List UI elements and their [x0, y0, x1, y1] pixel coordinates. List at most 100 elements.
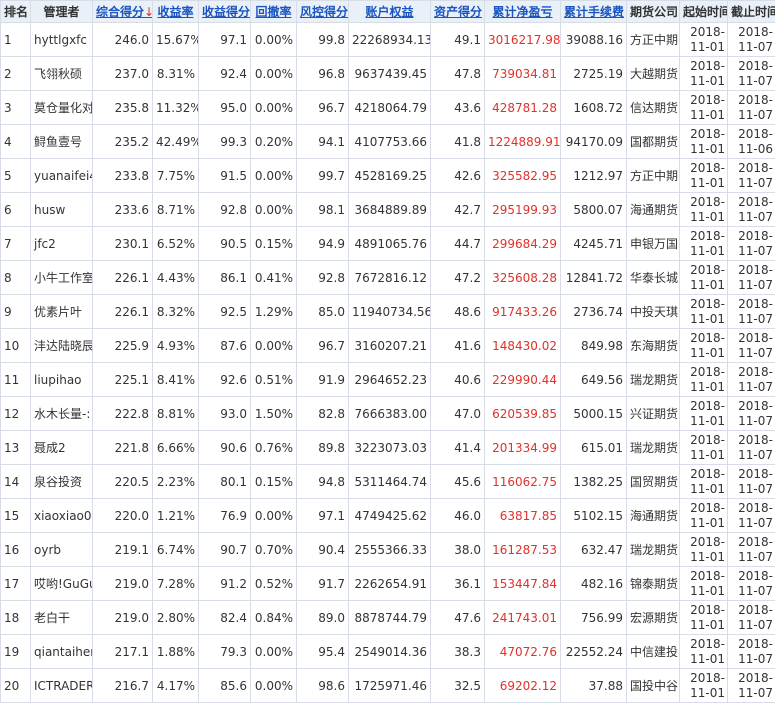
header-total-fees[interactable]: 累计手续费 — [560, 0, 627, 23]
date-part: 2018- — [738, 500, 773, 515]
drawdown-rate-cell: 0.00% — [250, 90, 297, 125]
manager-cell: yuanaifei4 — [30, 158, 93, 193]
end-time-cell: 2018- 11-07 — [727, 226, 775, 261]
date-part: 2018- — [690, 466, 725, 481]
date-part: 11-01 — [690, 447, 725, 462]
header-asset-score[interactable]: 资产得分 — [430, 0, 485, 23]
rank-cell: 15 — [0, 498, 31, 533]
header-return-score[interactable]: 收益得分 — [198, 0, 251, 23]
risk-score-cell: 98.1 — [296, 192, 349, 227]
net-profit-cell: 620539.85 — [484, 396, 561, 431]
composite-score-cell: 219.0 — [92, 566, 153, 601]
return-score-cell: 95.0 — [198, 90, 251, 125]
drawdown-rate-cell: 0.84% — [250, 600, 297, 635]
header-account-equity[interactable]: 账户权益 — [348, 0, 431, 23]
risk-score-cell: 91.9 — [296, 362, 349, 397]
header-return-rate[interactable]: 收益率 — [152, 0, 199, 23]
account-equity-cell: 2549014.36 — [348, 634, 431, 669]
date-part: 11-07 — [738, 515, 773, 530]
table-row: 10 沣达陆晓辰 225.9 4.93% 87.6 0.00% 96.7 3160207.21… — [0, 328, 775, 363]
drawdown-rate-cell: 1.29% — [250, 294, 297, 329]
header-risk-score[interactable]: 风控得分 — [296, 0, 349, 23]
futures-company-cell: 中投天琪 — [626, 294, 680, 329]
start-time-cell: 2018- 11-01 — [679, 192, 728, 227]
return-score-cell: 87.6 — [198, 328, 251, 363]
account-equity-cell: 2262654.91 — [348, 566, 431, 601]
composite-score-cell: 233.6 — [92, 192, 153, 227]
net-profit-cell: 299684.29 — [484, 226, 561, 261]
date-part: 11-01 — [690, 379, 725, 394]
total-fees-cell: 22552.24 — [560, 634, 627, 669]
risk-score-cell: 85.0 — [296, 294, 349, 329]
asset-score-cell: 32.5 — [430, 668, 485, 703]
drawdown-rate-cell: 0.76% — [250, 430, 297, 465]
total-fees-cell: 39088.16 — [560, 22, 627, 57]
table-row: 11 liupihao 225.1 8.41% 92.6 0.51% 91.9 2964652… — [0, 362, 775, 397]
futures-company-cell: 方正中期 — [626, 158, 680, 193]
return-score-cell: 92.4 — [198, 56, 251, 91]
total-fees-cell: 1608.72 — [560, 90, 627, 125]
asset-score-cell: 43.6 — [430, 90, 485, 125]
rank-cell: 1 — [0, 22, 31, 57]
total-fees-cell: 5000.15 — [560, 396, 627, 431]
date-part: 2018- — [690, 330, 725, 345]
end-time-cell: 2018- 11-07 — [727, 90, 775, 125]
return-rate-cell: 11.32% — [152, 90, 199, 125]
net-profit-cell: 153447.84 — [484, 566, 561, 601]
date-part: 2018- — [690, 24, 725, 39]
table-row: 3 莫仓量化对 235.8 11.32% 95.0 0.00% 96.7 4218064.79… — [0, 90, 775, 125]
end-time-cell: 2018- 11-07 — [727, 192, 775, 227]
return-score-cell: 92.6 — [198, 362, 251, 397]
date-part: 2018- — [738, 534, 773, 549]
account-equity-cell: 2964652.23 — [348, 362, 431, 397]
composite-score-cell: 226.1 — [92, 260, 153, 295]
date-part: 11-01 — [690, 685, 725, 700]
composite-score-cell: 220.5 — [92, 464, 153, 499]
risk-score-cell: 82.8 — [296, 396, 349, 431]
start-time-cell: 2018- 11-01 — [679, 464, 728, 499]
header-net-profit[interactable]: 累计净盈亏 — [484, 0, 561, 23]
date-part: 11-07 — [738, 379, 773, 394]
header-drawdown-rate[interactable]: 回撤率 — [250, 0, 297, 23]
date-part: 2018- — [690, 568, 725, 583]
end-time-cell: 2018- 11-07 — [727, 634, 775, 669]
return-rate-cell: 6.52% — [152, 226, 199, 261]
asset-score-cell: 49.1 — [430, 22, 485, 57]
end-time-cell: 2018- 11-07 — [727, 56, 775, 91]
date-part: 11-01 — [690, 107, 725, 122]
start-time-cell: 2018- 11-01 — [679, 430, 728, 465]
rank-cell: 4 — [0, 124, 31, 159]
date-part: 2018- — [690, 364, 725, 379]
start-time-cell: 2018- 11-01 — [679, 328, 728, 363]
total-fees-cell: 2725.19 — [560, 56, 627, 91]
manager-cell: 优素片叶 — [30, 294, 93, 329]
end-time-cell: 2018- 11-07 — [727, 396, 775, 431]
table-row: 1 hyttlgxfc 246.0 15.67% 97.1 0.00% 99.8 222689… — [0, 22, 775, 57]
header-composite-score[interactable]: 综合得分↓ — [92, 0, 153, 23]
end-time-cell: 2018- 11-07 — [727, 600, 775, 635]
table-row: 8 小牛工作室 226.1 4.43% 86.1 0.41% 92.8 7672816.12 4… — [0, 260, 775, 295]
date-part: 11-06 — [738, 141, 773, 156]
end-time-cell: 2018- 11-07 — [727, 430, 775, 465]
header-label: 排名 — [4, 5, 29, 19]
drawdown-rate-cell: 0.52% — [250, 566, 297, 601]
return-rate-cell: 2.80% — [152, 600, 199, 635]
header-label: 管理者 — [43, 5, 80, 19]
composite-score-cell: 220.0 — [92, 498, 153, 533]
date-part: 2018- — [738, 58, 773, 73]
drawdown-rate-cell: 0.00% — [250, 328, 297, 363]
date-part: 11-07 — [738, 73, 773, 88]
drawdown-rate-cell: 0.15% — [250, 226, 297, 261]
header-row: 排名管理者综合得分↓收益率收益得分回撤率风控得分账户权益资产得分累计净盈亏累计手… — [0, 0, 775, 23]
account-equity-cell: 7666383.00 — [348, 396, 431, 431]
date-part: 2018- — [738, 126, 773, 141]
composite-score-cell: 230.1 — [92, 226, 153, 261]
table-row: 15xiaoxiao00220.01.21%76.90.00%97.147494… — [0, 498, 775, 533]
net-profit-cell: 428781.28 — [484, 90, 561, 125]
date-part: 11-01 — [690, 549, 725, 564]
return-rate-cell: 6.74% — [152, 532, 199, 567]
date-part: 2018- — [690, 126, 725, 141]
asset-score-cell: 42.7 — [430, 192, 485, 227]
date-part: 11-07 — [738, 447, 773, 462]
rank-cell: 14 — [0, 464, 31, 499]
